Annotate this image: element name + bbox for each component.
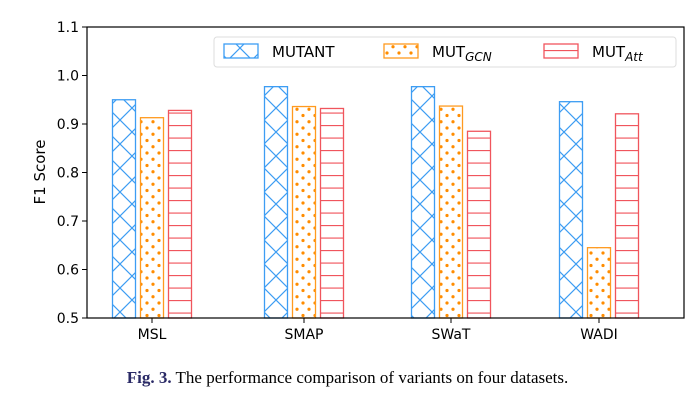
figure-caption: Fig. 3. The performance comparison of va… <box>0 368 695 388</box>
legend-swatch <box>383 43 419 59</box>
caption-text: The performance comparison of variants o… <box>171 368 569 387</box>
bar-mutant-msl <box>111 99 137 319</box>
legend-swatch <box>223 43 259 59</box>
y-tick-label: 0.6 <box>57 263 79 279</box>
bar-mutant-smap <box>263 86 289 319</box>
bar-mutant-swat <box>410 86 436 319</box>
y-tick-label: 1.0 <box>57 69 79 85</box>
bar-mutgcn-msl <box>139 117 165 319</box>
y-axis-label: F1 Score <box>31 140 49 205</box>
x-tick-label: WADI <box>580 327 618 343</box>
bar-mutatt-swat <box>466 130 492 319</box>
bar-mutgcn-wadi <box>586 247 612 319</box>
x-tick-label: SMAP <box>285 327 324 343</box>
legend-entry: MUTGCN <box>432 43 492 64</box>
y-tick-label: 0.7 <box>57 214 79 230</box>
bar-mutatt-smap <box>319 107 345 319</box>
y-tick-label: 0.5 <box>57 311 79 327</box>
legend-swatch <box>543 43 579 59</box>
legend-entry: MUTANT <box>272 43 335 61</box>
caption-label: Fig. 3. <box>126 368 172 387</box>
x-tick-label: SWaT <box>432 327 471 343</box>
x-tick-label: MSL <box>138 327 167 343</box>
legend: MUTANT MUTGCN MUTAtt <box>213 36 677 68</box>
bar-mutgcn-swat <box>438 105 464 319</box>
bar-mutatt-wadi <box>614 113 640 319</box>
bar-mutatt-msl <box>167 109 193 319</box>
y-tick-label: 0.9 <box>57 117 79 133</box>
y-tick-label: 1.1 <box>57 20 79 36</box>
y-tick-label: 0.8 <box>57 166 79 182</box>
legend-entry: MUTAtt <box>592 43 644 64</box>
bar-mutant-wadi <box>558 101 584 319</box>
bar-mutgcn-smap <box>291 105 317 319</box>
